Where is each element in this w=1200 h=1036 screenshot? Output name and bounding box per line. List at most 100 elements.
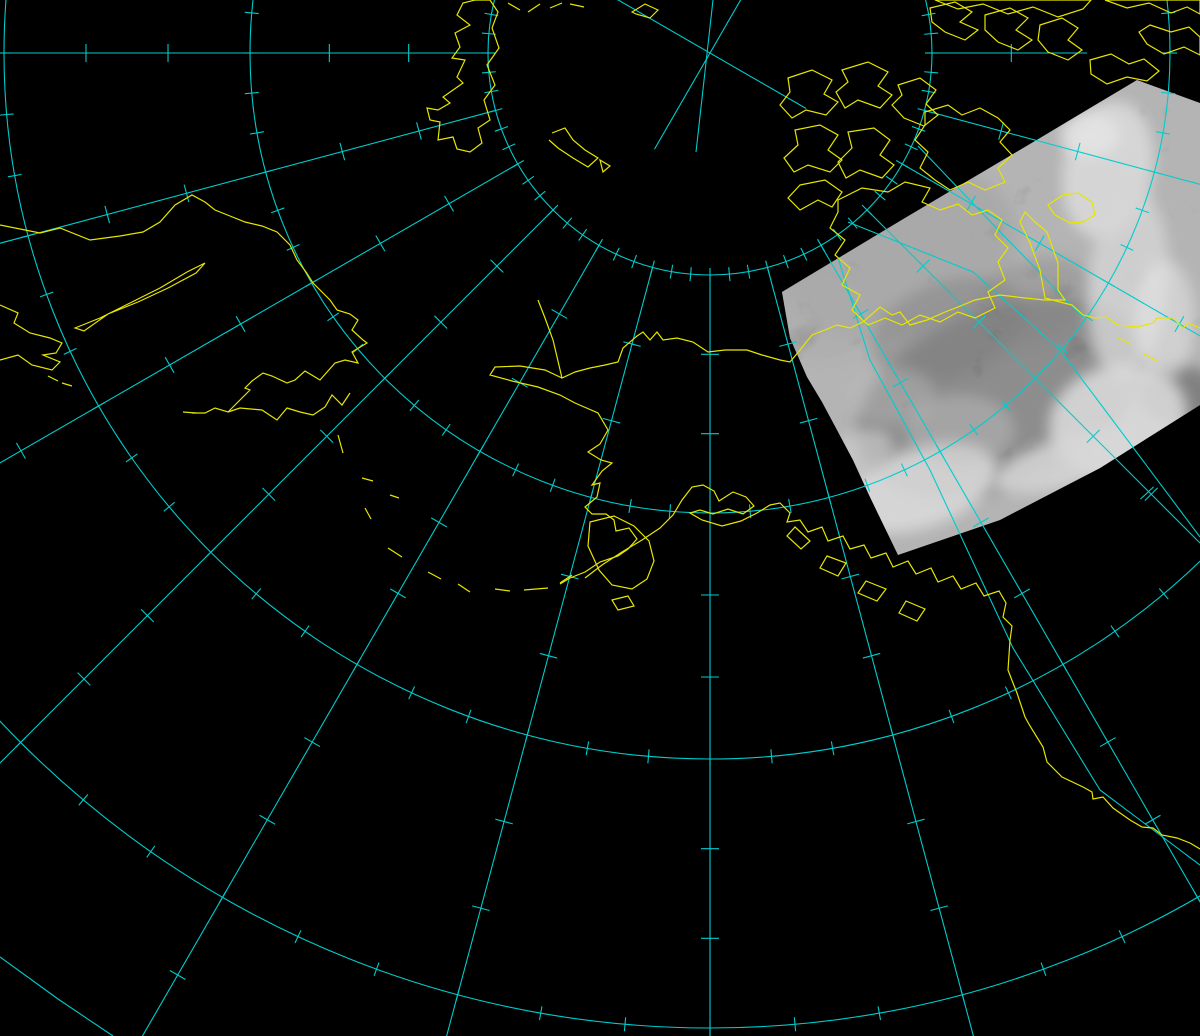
meridian-tick (602, 417, 621, 424)
island-dash (523, 587, 549, 591)
island-dash (549, 2, 563, 9)
meridian-tick (972, 315, 986, 329)
island-outline (829, 181, 1009, 326)
coastline-path (537, 210, 1200, 379)
circle-tick (874, 190, 886, 201)
circle-tick (647, 749, 650, 764)
circle-tick (911, 126, 926, 132)
circle-tick (1004, 686, 1012, 700)
island-dash (387, 547, 403, 558)
meridian-tick (1099, 737, 1116, 748)
island-dash (507, 2, 521, 11)
circle-tick (0, 113, 14, 116)
meridian-tick (841, 573, 860, 580)
circle-tick (300, 625, 310, 638)
meridian-tick (916, 259, 930, 273)
meridian-tick (623, 341, 641, 347)
circle-tick (800, 247, 808, 261)
circle-tick (294, 930, 302, 944)
circle-tick (409, 399, 420, 412)
circle-tick (39, 291, 54, 298)
circle-tick (1080, 312, 1093, 322)
meridian-tick (1034, 235, 1045, 252)
circle-tick (877, 1006, 882, 1021)
circle-tick (783, 254, 789, 269)
circle-tick (1040, 962, 1047, 976)
circle-tick (612, 247, 620, 261)
meridian-tick (259, 814, 276, 825)
circle-tick (502, 143, 516, 151)
circle-tick (948, 709, 955, 724)
meridian-tick (1144, 487, 1158, 501)
meridian-tick (169, 970, 186, 980)
ground-track-line (695, 0, 714, 153)
circle-tick (628, 499, 632, 514)
circle-tick (921, 12, 936, 17)
island-dash (1117, 337, 1132, 345)
meridian-tick (862, 652, 881, 659)
ground-track-line (917, 145, 1084, 318)
meridian-tick (104, 205, 111, 224)
coastline-path (227, 392, 351, 421)
circle-tick (864, 478, 871, 493)
circle-tick (924, 32, 939, 35)
circle-tick (562, 217, 573, 229)
meridian-tick (1086, 429, 1100, 443)
circle-tick (623, 1017, 627, 1032)
coastlines (0, 0, 1200, 850)
circle-tick (538, 1006, 543, 1021)
circle-tick (484, 89, 499, 94)
island-outline (914, 104, 1013, 191)
circle-tick (244, 11, 259, 15)
circle-tick (286, 243, 300, 251)
circle-tick (163, 501, 175, 512)
track-tick (1140, 486, 1154, 500)
circle-tick (78, 794, 89, 806)
meridian-tick (472, 905, 490, 912)
island-outline (929, 1, 980, 41)
island-dash (182, 411, 197, 414)
meridian-line (0, 163, 519, 464)
meridian-line (866, 209, 1200, 544)
circle-tick (830, 741, 835, 756)
meridian-tick (140, 608, 155, 623)
island-outline (934, 0, 1092, 18)
meridian-tick (339, 142, 346, 161)
circle-tick (668, 504, 672, 519)
island-outline (787, 179, 843, 211)
circle-tick (63, 347, 77, 355)
meridian-tick (907, 818, 925, 825)
circle-tick (146, 845, 156, 858)
circle-tick (921, 89, 936, 94)
island-outline (779, 69, 839, 119)
meridian-tick (1013, 588, 1031, 599)
island-outline (819, 555, 847, 577)
island-outline (611, 595, 635, 611)
circle-tick (244, 91, 259, 95)
circle-tick (770, 749, 773, 764)
circle-tick (1158, 588, 1169, 600)
circle-tick (669, 264, 674, 279)
circle-tick (7, 173, 22, 178)
island-outline (587, 515, 655, 590)
circle-tick (249, 131, 264, 135)
island-outline (786, 526, 811, 550)
circle-tick (924, 71, 939, 74)
island-dash (1143, 353, 1158, 362)
circle-tick (327, 312, 340, 322)
island-outline (857, 580, 887, 602)
island-dash (47, 375, 59, 382)
circle-tick (465, 709, 472, 724)
island-outline (1037, 17, 1084, 61)
circle-tick (549, 478, 556, 493)
island-outline (835, 61, 893, 109)
meridian-line (0, 209, 554, 764)
circle-tick (900, 463, 908, 477)
circle-tick (746, 264, 751, 279)
meridian-line (446, 267, 654, 1036)
coastline-path (0, 194, 369, 414)
circle-tick (847, 217, 858, 229)
